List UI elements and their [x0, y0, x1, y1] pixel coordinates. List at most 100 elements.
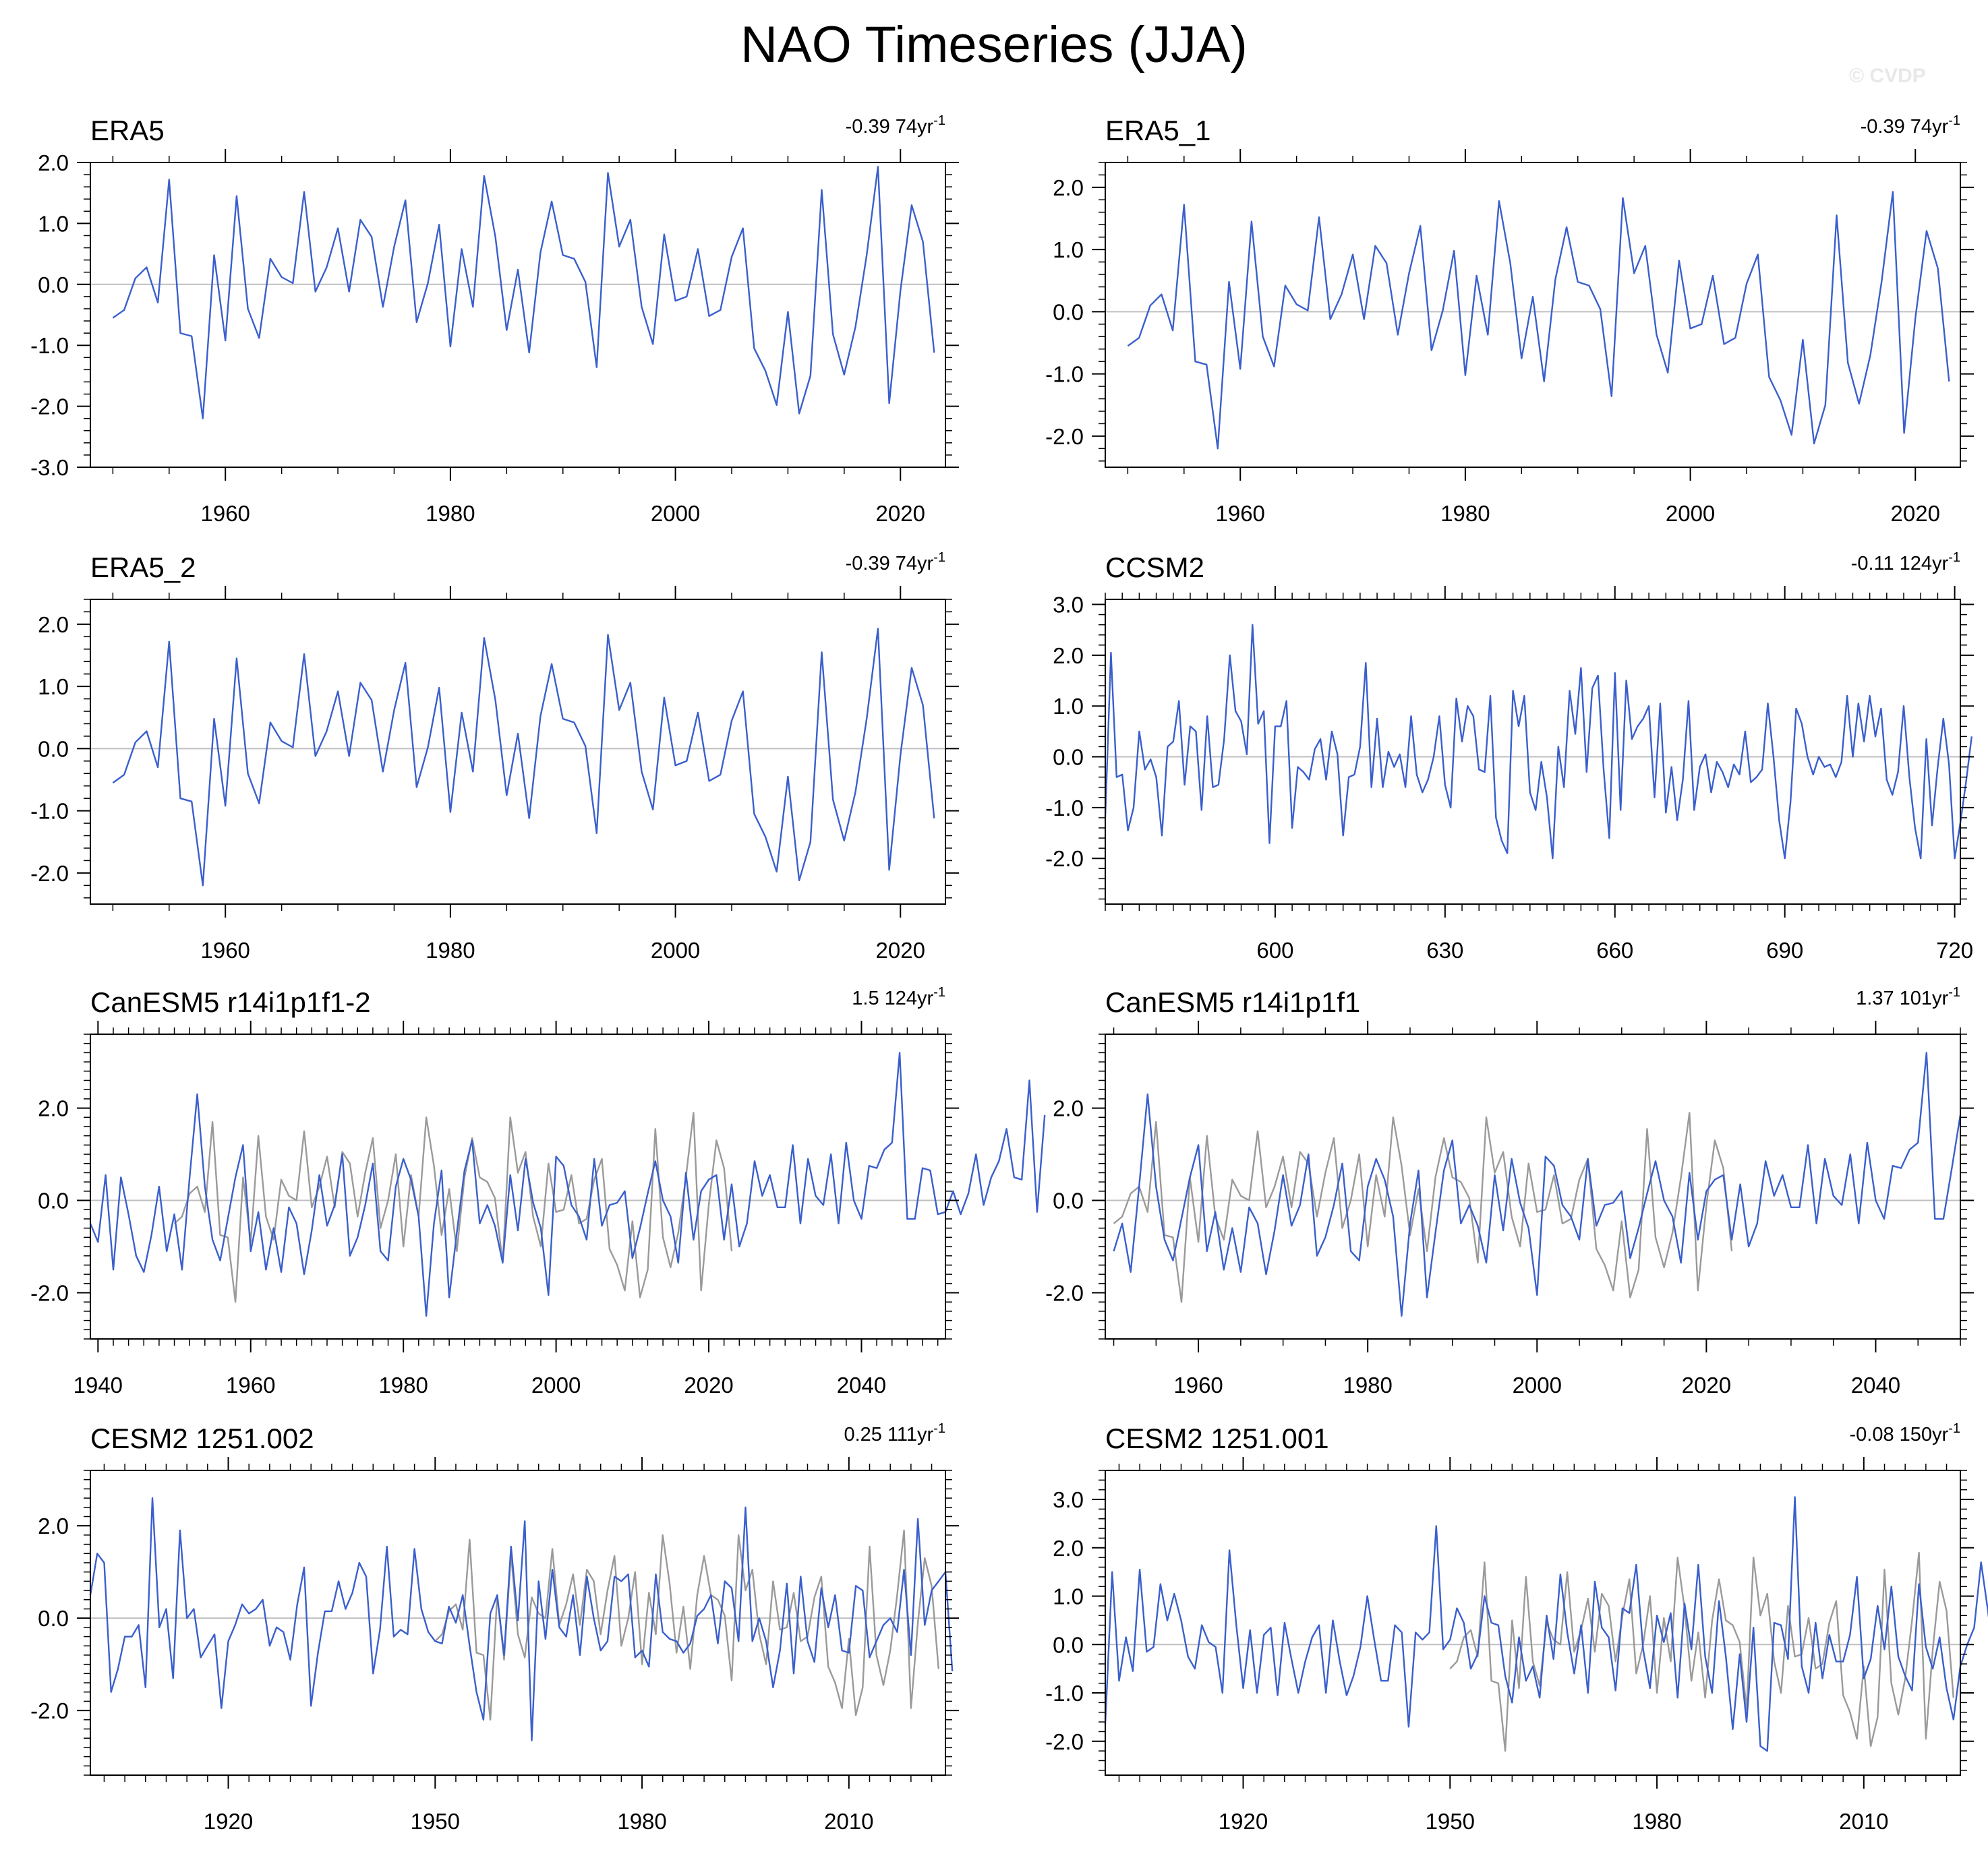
x-tick-label: 1960	[200, 501, 250, 526]
panel-1: -2.0 -1.0 0.0 1.0 2.0 1960 1980 2000 2020 ERA5_1 -…	[1045, 113, 1974, 526]
x-tick-label: 2000	[651, 938, 700, 963]
trend-label: -0.11 124yr-1	[1851, 550, 1960, 574]
series-line-obs	[1449, 1551, 1954, 1752]
y-tick-label: -2.0	[30, 1698, 69, 1723]
y-tick-label: 1.0	[1053, 1584, 1084, 1609]
panel-0: -3.0 -2.0 -1.0 0.0 1.0 2.0 1960 1980 2000 2020 ERA…	[30, 113, 959, 526]
panel-title: CanESM5 r14i1p1f1-2	[90, 986, 371, 1018]
y-tick-label: 2.0	[38, 1096, 69, 1121]
panel-title: CCSM2	[1105, 551, 1204, 583]
x-tick-label: 1980	[617, 1809, 666, 1834]
trend-label: 0.25 111yr-1	[844, 1421, 945, 1445]
panel-2: -2.0 -1.0 0.0 1.0 2.0 1960 1980 2000 2020 ERA5_2 -…	[30, 550, 959, 963]
x-tick-label: 2020	[876, 501, 925, 526]
x-tick-label: 2010	[1839, 1809, 1888, 1834]
x-tick-label: 2000	[1513, 1373, 1562, 1398]
trend-label: 1.37 101yr-1	[1856, 985, 1960, 1009]
series-line-primary	[1127, 191, 1950, 450]
x-tick-label: 660	[1596, 938, 1633, 963]
y-tick-label: 1.0	[38, 674, 69, 699]
plot-frame	[1105, 1034, 1961, 1340]
trend-label: -0.39 74yr-1	[846, 113, 945, 138]
y-tick-label: 0.0	[38, 1189, 69, 1214]
y-tick-label: 0.0	[1053, 1632, 1084, 1657]
y-tick-label: 0.0	[1053, 745, 1084, 770]
panel-7: -2.0 -1.0 0.0 1.0 2.0 3.0 1920 1950 1980 2010 CESM…	[1045, 1421, 1988, 1834]
x-tick-label: 1950	[411, 1809, 460, 1834]
series-line-primary	[89, 1052, 1046, 1317]
series-line-primary	[89, 1497, 954, 1741]
panel-3: -2.0 -1.0 0.0 1.0 2.0 3.0 600 630 660 690 720 CCSM2…	[1045, 550, 1974, 963]
x-tick-label: 2020	[1682, 1373, 1731, 1398]
y-tick-label: -1.0	[30, 799, 69, 824]
x-tick-label: 1950	[1426, 1809, 1475, 1834]
x-tick-label: 2000	[651, 501, 700, 526]
y-tick-label: 2.0	[38, 150, 69, 175]
plot-frame	[1105, 162, 1961, 468]
x-tick-label: 1980	[426, 501, 475, 526]
x-tick-label: 1980	[378, 1373, 428, 1398]
x-tick-label: 1940	[74, 1373, 123, 1398]
x-tick-label: 2000	[1666, 501, 1715, 526]
x-tick-label: 600	[1256, 938, 1293, 963]
panel-title: ERA5_1	[1105, 115, 1210, 146]
x-tick-label: 2010	[824, 1809, 873, 1834]
y-tick-label: 2.0	[1053, 1536, 1084, 1561]
x-tick-label: 1980	[1343, 1373, 1392, 1398]
y-tick-label: 1.0	[38, 211, 69, 236]
x-tick-label: 2020	[1891, 501, 1940, 526]
panel-4: -2.0 0.0 2.0 1940 1960 1980 2000 2020 2040 CanESM…	[30, 985, 1046, 1398]
x-tick-label: 1960	[226, 1373, 275, 1398]
plot-frame	[1105, 599, 1961, 905]
figure-title: NAO Timeseries (JJA)	[740, 16, 1248, 73]
x-tick-label: 1960	[1215, 501, 1264, 526]
x-tick-label: 1960	[200, 938, 250, 963]
y-tick-label: 0.0	[38, 1606, 69, 1631]
y-tick-label: -1.0	[1045, 796, 1084, 820]
panel-title: ERA5_2	[90, 551, 196, 583]
trend-label: 1.5 124yr-1	[852, 985, 945, 1009]
plot-frame	[90, 1034, 946, 1340]
y-tick-label: -2.0	[30, 1281, 69, 1306]
series-line-obs	[173, 1112, 733, 1303]
x-tick-label: 630	[1426, 938, 1463, 963]
y-tick-label: -2.0	[30, 861, 69, 886]
plot-frame	[90, 1470, 946, 1776]
y-tick-label: -2.0	[30, 394, 69, 419]
series-line-primary	[112, 628, 935, 887]
y-tick-label: 2.0	[1053, 1096, 1084, 1121]
y-tick-label: 1.0	[1053, 694, 1084, 719]
x-tick-label: 2040	[837, 1373, 886, 1398]
y-tick-label: -2.0	[1045, 1281, 1084, 1306]
y-tick-label: 0.0	[38, 272, 69, 297]
y-tick-label: 1.0	[1053, 237, 1084, 262]
x-tick-label: 1960	[1173, 1373, 1223, 1398]
x-tick-label: 2000	[531, 1373, 581, 1398]
panel-title: CanESM5 r14i1p1f1	[1105, 986, 1360, 1018]
x-tick-label: 720	[1936, 938, 1973, 963]
plot-frame	[90, 162, 946, 468]
trend-label: -0.39 74yr-1	[1861, 113, 1960, 138]
y-tick-label: -1.0	[30, 333, 69, 358]
y-tick-label: -2.0	[1045, 846, 1084, 871]
y-tick-label: -1.0	[1045, 362, 1084, 387]
series-line-obs	[1113, 1112, 1733, 1303]
y-tick-label: -1.0	[1045, 1681, 1084, 1706]
y-tick-label: 0.0	[1053, 1189, 1084, 1214]
series-line-primary	[1113, 1052, 1962, 1317]
y-tick-label: 3.0	[1053, 593, 1084, 618]
y-tick-label: -2.0	[1045, 424, 1084, 449]
plot-frame	[90, 599, 946, 905]
y-tick-label: 2.0	[38, 612, 69, 637]
plot-frame	[1105, 1470, 1961, 1776]
x-tick-label: 1980	[1440, 501, 1490, 526]
panel-title: CESM2 1251.002	[90, 1423, 314, 1454]
x-tick-label: 690	[1766, 938, 1803, 963]
series-line-primary	[1104, 624, 1972, 860]
x-tick-label: 2020	[684, 1373, 733, 1398]
y-tick-label: 2.0	[1053, 175, 1084, 200]
y-tick-label: 3.0	[1053, 1487, 1084, 1512]
series-line-obs	[434, 1529, 939, 1721]
x-tick-label: 1980	[426, 938, 475, 963]
